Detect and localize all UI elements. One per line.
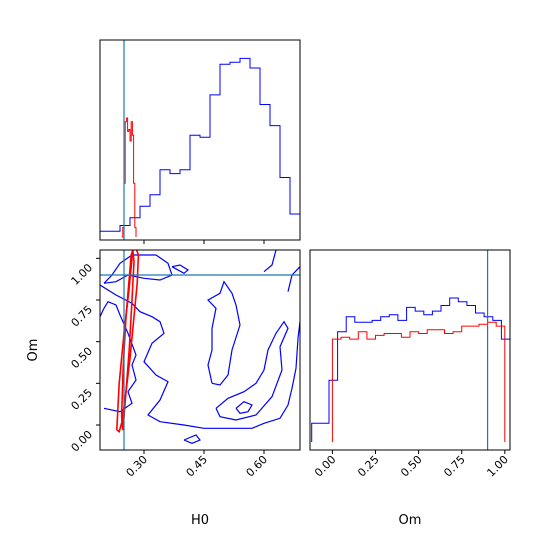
tick-label-h0-2: 0.60 — [244, 453, 271, 480]
tick-label-om-x-0: 0.00 — [312, 453, 339, 480]
frame-h0-marginal — [99, 39, 301, 241]
axis-labels: H0 Om Om — [26, 339, 421, 528]
om-histogram-blue — [311, 297, 510, 442]
contour-blue-4 — [215, 320, 289, 421]
contour-blue-5 — [235, 401, 253, 414]
tick-label-om-y-0: 0.00 — [69, 428, 96, 455]
contour-blue-2 — [100, 284, 300, 429]
x-axis-label-h0: H0 — [191, 513, 209, 528]
x-axis-label-om: Om — [399, 513, 422, 528]
tick-label-om-y-4: 1.00 — [69, 261, 96, 288]
tick-label-om-y-3: 0.75 — [69, 303, 96, 330]
h0-marginal-panel — [100, 40, 300, 240]
om-marginal-panel — [311, 250, 510, 450]
contour-blue-1 — [100, 300, 137, 413]
contour-blue-3 — [183, 434, 201, 444]
tick-label-om-y-1: 0.25 — [69, 386, 96, 413]
frame-om-marginal — [309, 249, 511, 451]
panel-frames — [99, 39, 511, 451]
contour-blue-8 — [263, 250, 277, 273]
contour-red-1 — [116, 250, 140, 434]
contour-blue-0 — [103, 254, 173, 284]
tick-label-om-y-2: 0.50 — [69, 345, 96, 372]
h0-om-joint-panel — [100, 250, 300, 450]
h0-histogram-blue — [100, 57, 300, 237]
tick-label-om-x-2: 0.50 — [398, 453, 425, 480]
tick-label-om-x-3: 0.75 — [441, 453, 468, 480]
contour-blue-7 — [287, 266, 300, 292]
tick-label-h0-0: 0.30 — [124, 453, 151, 480]
om-histogram-red — [331, 321, 506, 442]
tick-label-om-x-4: 1.00 — [484, 453, 511, 480]
contour-blue-9 — [171, 264, 190, 275]
frame-joint — [99, 249, 301, 451]
contour-blue-6 — [207, 280, 241, 386]
tick-label-h0-1: 0.45 — [184, 453, 211, 480]
y-axis-label-om: Om — [26, 339, 41, 362]
tick-label-om-x-1: 0.25 — [355, 453, 382, 480]
